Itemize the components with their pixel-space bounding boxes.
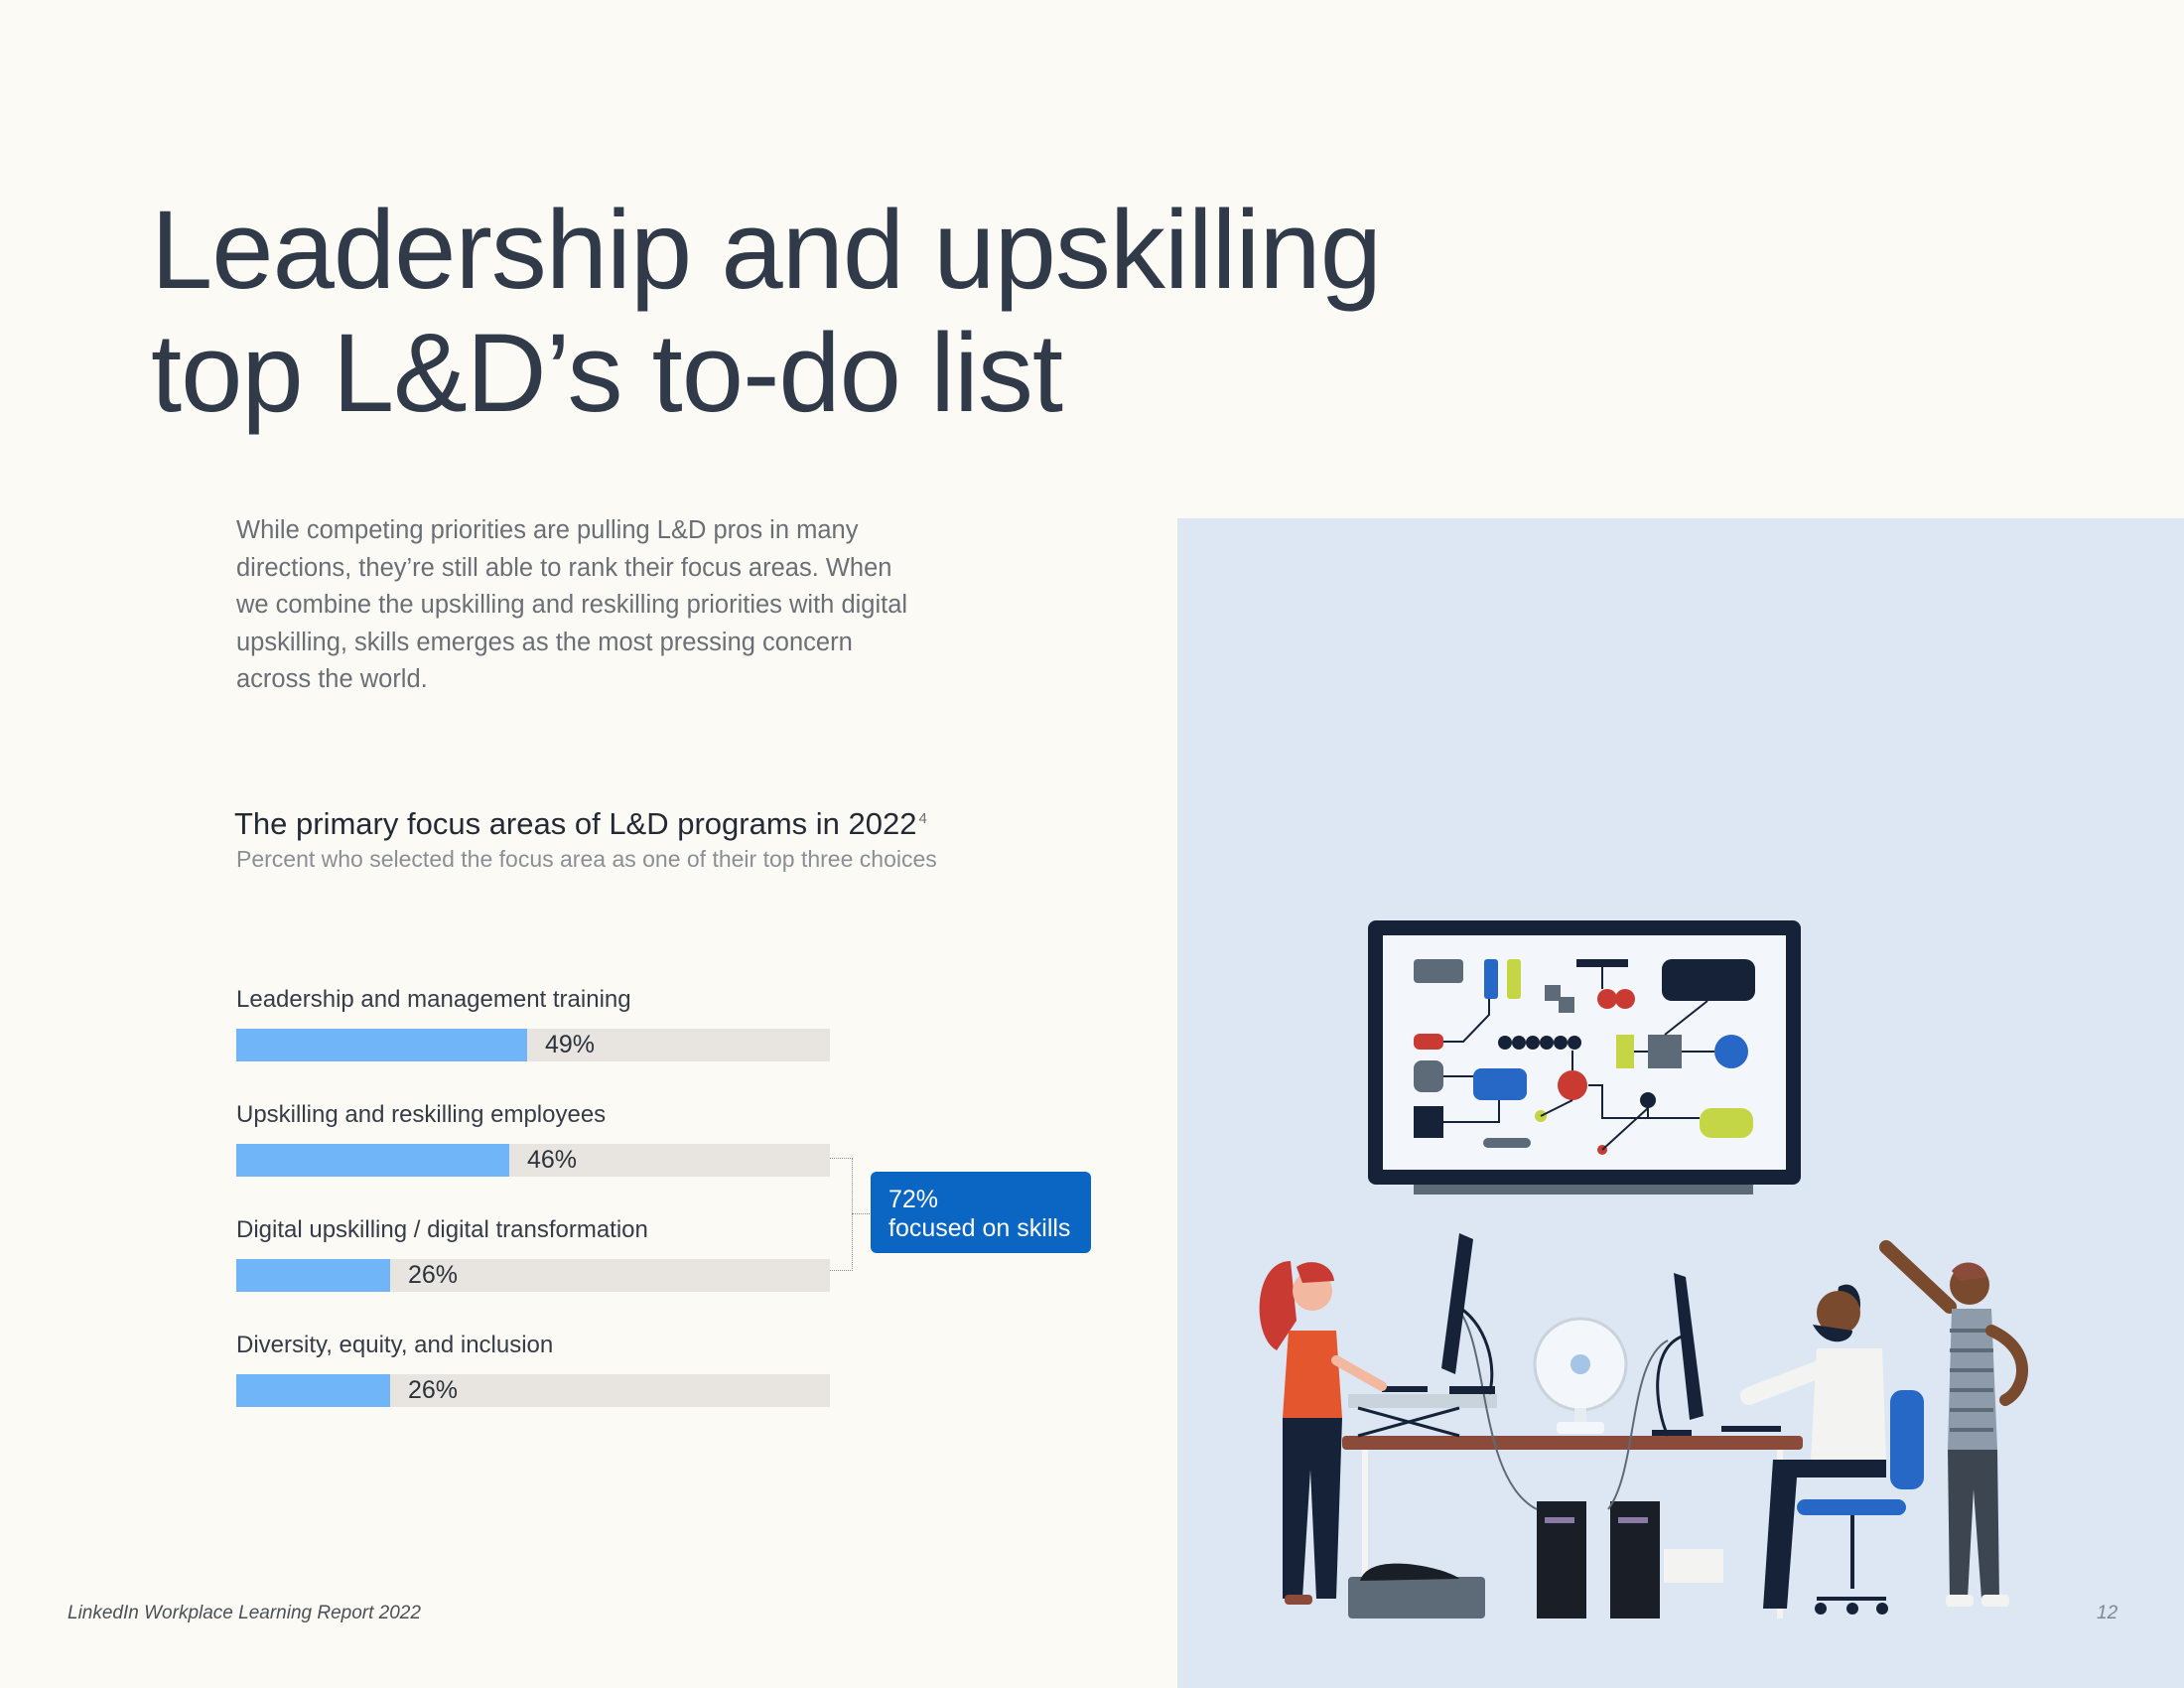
- skills-bracket-connector: [852, 1213, 872, 1214]
- bar: [236, 1259, 390, 1292]
- skills-callout-percent: 72%: [888, 1186, 939, 1213]
- bar-track: 26%: [236, 1259, 830, 1292]
- bar-row: Diversity, equity, and inclusion 26%: [236, 1329, 830, 1407]
- right-monitor: [1652, 1273, 1781, 1437]
- left-monitor: [1382, 1233, 1495, 1395]
- bar: [236, 1029, 527, 1061]
- chart-subtitle: Percent who selected the focus area as o…: [236, 846, 937, 872]
- bar-track: 46%: [236, 1144, 830, 1177]
- bar-label: Upskilling and reskilling employees: [236, 1101, 607, 1128]
- bar-track: 26%: [236, 1374, 830, 1407]
- bar-value-label: 49%: [545, 1031, 596, 1058]
- desk: [1342, 1310, 1803, 1618]
- bar: [236, 1144, 509, 1177]
- page-title-line-1: Leadership and upskilling: [151, 188, 1382, 312]
- bar-value-label: 26%: [408, 1376, 459, 1404]
- skills-callout-text: focused on skills: [888, 1214, 1071, 1242]
- bar-label: Diversity, equity, and inclusion: [236, 1332, 554, 1358]
- report-footer: LinkedIn Workplace Learning Report 2022: [68, 1603, 421, 1623]
- seated-man: [1740, 1284, 1924, 1615]
- bar-value-label: 46%: [527, 1146, 578, 1174]
- bar-row: Leadership and management training 49%: [236, 983, 830, 1061]
- chart-title-footnote: 4: [918, 809, 927, 827]
- bar-label: Digital upskilling / digital transformat…: [236, 1216, 648, 1243]
- page-title-line-2: top L&D’s to-do list: [151, 311, 1063, 435]
- wall-monitor: [1368, 920, 1801, 1195]
- skills-bracket: [830, 1158, 853, 1271]
- bar: [236, 1374, 390, 1407]
- chart-title: The primary focus areas of L&D programs …: [234, 806, 927, 842]
- bar-row: Upskilling and reskilling employees 46%: [236, 1098, 830, 1177]
- bar-label: Leadership and management training: [236, 986, 631, 1013]
- skills-callout: 72% focused on skills: [871, 1172, 1091, 1253]
- page-title: Leadership and upskilling top L&D’s to-d…: [151, 188, 1382, 435]
- desk-fan: [1533, 1317, 1628, 1434]
- chart-title-text: The primary focus areas of L&D programs …: [234, 806, 917, 841]
- page-number: 12: [2097, 1603, 2118, 1623]
- intro-paragraph: While competing priorities are pulling L…: [236, 516, 908, 693]
- bar-row: Digital upskilling / digital transformat…: [236, 1213, 830, 1292]
- bar-track: 49%: [236, 1029, 830, 1061]
- standing-man-pointing: [1879, 1240, 2028, 1607]
- standing-woman: [1259, 1261, 1387, 1605]
- bar-value-label: 26%: [408, 1261, 459, 1289]
